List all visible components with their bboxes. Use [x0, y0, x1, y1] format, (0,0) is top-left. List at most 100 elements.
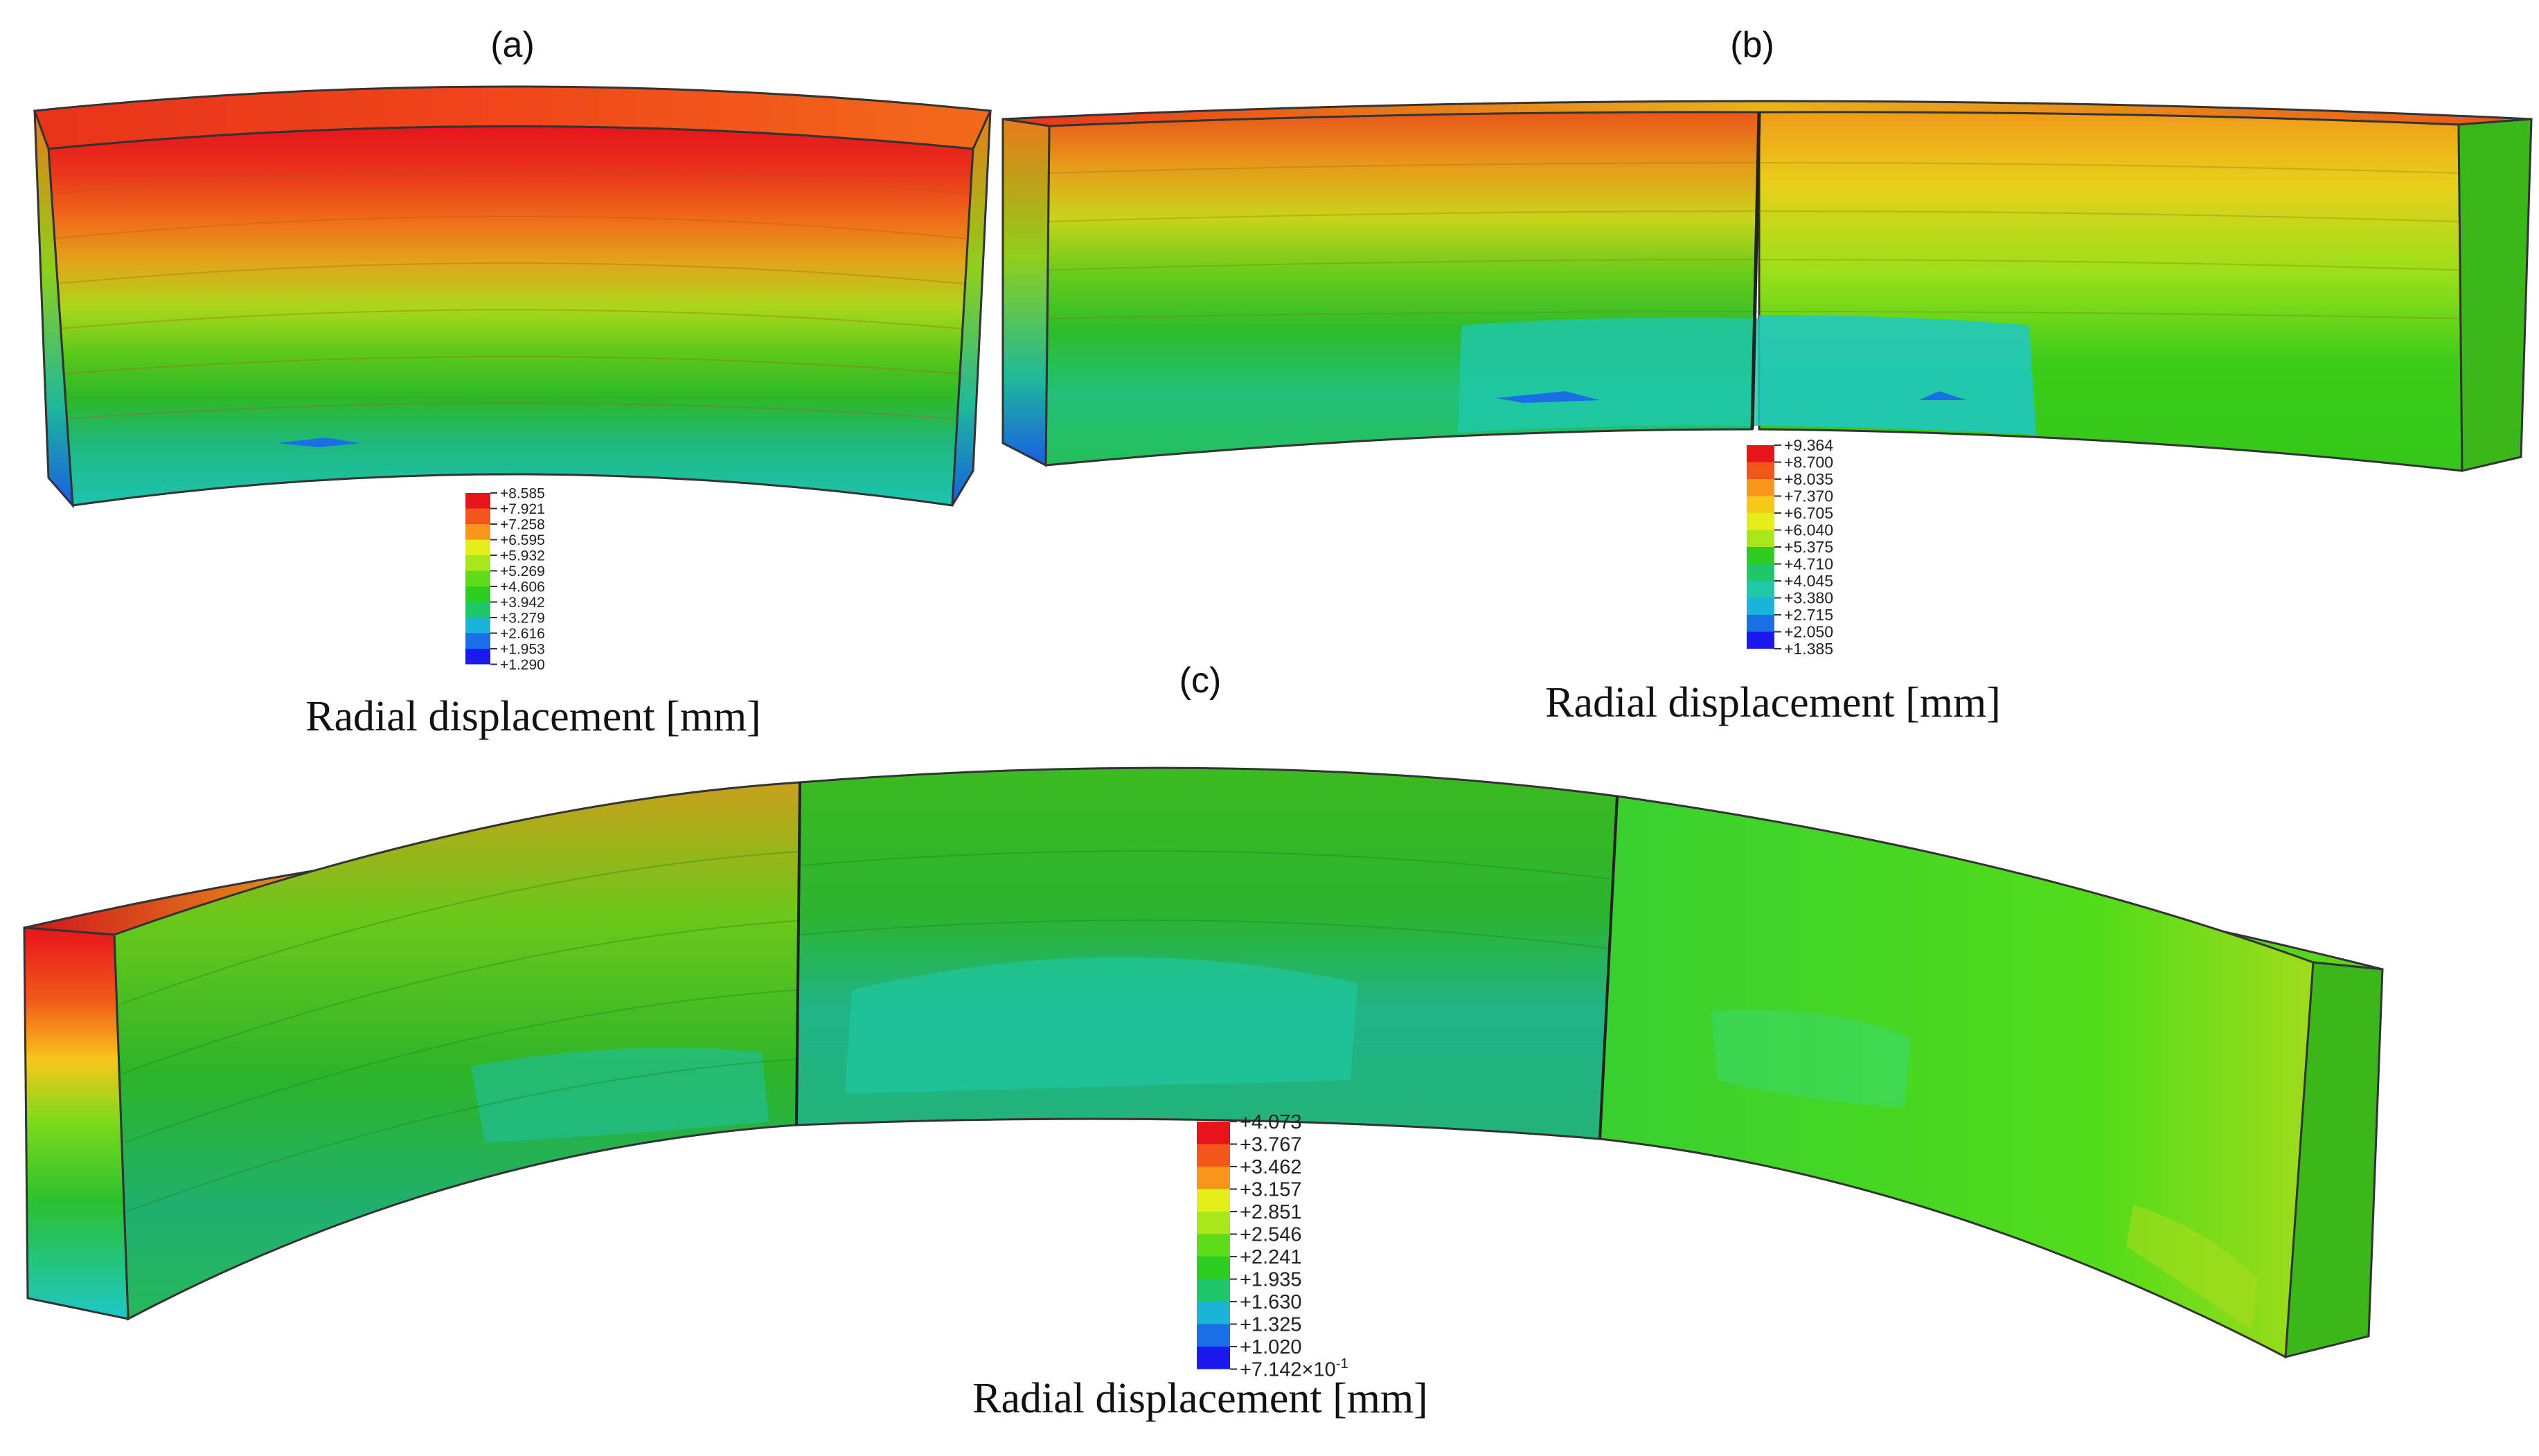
- legend-swatch: [1197, 1167, 1230, 1189]
- legend-value: +1.953: [500, 641, 545, 657]
- legend-swatch: [1747, 496, 1774, 513]
- legend-swatch: [1747, 581, 1774, 598]
- legend-swatch: [1747, 445, 1774, 462]
- panel-a-caption: Radial displacement [mm]: [305, 693, 761, 740]
- panel-b: (b) +9.364+8.700+8.035+7.370+6.705+6.040…: [1001, 25, 2533, 726]
- legend-swatch: [465, 602, 490, 618]
- legend-swatch: [1197, 1279, 1230, 1302]
- legend-value: +5.269: [500, 564, 545, 579]
- panel-c-low-region-middle: [845, 957, 1357, 1094]
- legend-value: +5.375: [1784, 538, 1833, 556]
- legend-swatch: [465, 493, 490, 509]
- legend-swatch: [1197, 1302, 1230, 1324]
- legend-value: +7.258: [500, 516, 545, 532]
- panel-b-caption: Radial displacement [mm]: [1545, 679, 2001, 726]
- legend-swatch: [1197, 1347, 1230, 1369]
- panel-c-high-region-right: [2126, 1205, 2258, 1329]
- legend-swatch: [465, 649, 490, 665]
- legend-swatch: [1197, 1189, 1230, 1212]
- legend-value: +2.546: [1240, 1224, 1302, 1246]
- legend-value: +6.595: [500, 532, 545, 548]
- legend-value: +4.045: [1784, 572, 1833, 590]
- panel-b-label: (b): [1730, 25, 1774, 65]
- legend-swatch: [1747, 530, 1774, 547]
- legend-swatch: [1747, 597, 1774, 615]
- legend-swatch: [465, 539, 490, 555]
- legend-exponent: -1: [1336, 1356, 1348, 1372]
- legend-value: +3.380: [1784, 589, 1833, 607]
- panel-c-label: (c): [1179, 660, 1222, 701]
- panel-b-low-spot-right: [1918, 391, 1967, 400]
- legend-value: +1.935: [1240, 1269, 1302, 1291]
- panel-b-left-face: [1001, 118, 1051, 467]
- legend-value: +6.705: [1784, 504, 1833, 522]
- legend-value: +1.020: [1240, 1336, 1302, 1358]
- panel-a-left-face: [33, 110, 74, 509]
- legend-swatch: [1197, 1234, 1230, 1257]
- legend-swatch: [465, 570, 490, 586]
- legend-value: +4.606: [500, 579, 545, 595]
- legend-value: +1.325: [1240, 1314, 1302, 1336]
- panel-c-left-face: [23, 926, 130, 1320]
- panel-b-legend: +9.364+8.700+8.035+7.370+6.705+6.040+5.3…: [1747, 436, 1833, 658]
- legend-swatch: [1747, 547, 1774, 564]
- panel-b-low-region-left: [1458, 317, 1759, 433]
- legend-value: +3.767: [1240, 1134, 1302, 1156]
- legend-value: +1.385: [1784, 640, 1833, 658]
- panel-c-right-face: [2284, 961, 2384, 1358]
- legend-value: +3.462: [1240, 1156, 1302, 1178]
- panel-c-joint-2: [1598, 796, 1619, 1140]
- legend-value: +8.700: [1784, 453, 1833, 471]
- legend-value: +6.040: [1784, 521, 1833, 539]
- panel-b-low-region-right: [1759, 315, 2036, 435]
- legend-value: +2.050: [1784, 623, 1833, 641]
- legend-value: +3.279: [500, 610, 545, 626]
- legend-swatch: [1747, 631, 1774, 649]
- legend-swatch: [1197, 1257, 1230, 1279]
- panel-c-contour-lines: [121, 850, 1614, 1212]
- panel-c-caption: Radial displacement [mm]: [972, 1375, 1428, 1422]
- legend-swatch: [465, 586, 490, 602]
- legend-value: +3.157: [1240, 1179, 1302, 1201]
- panel-b-contour-lines: [1049, 162, 2459, 319]
- panel-b-segment-joint: [1750, 111, 1761, 430]
- legend-value: +2.851: [1240, 1201, 1302, 1223]
- legend-value: +4.073: [1240, 1111, 1302, 1133]
- panel-b-low-spot-left: [1496, 391, 1600, 403]
- panel-a-legend: +8.585+7.921+7.258+6.595+5.932+5.269+4.6…: [465, 485, 545, 673]
- legend-swatch: [1197, 1324, 1230, 1347]
- legend-swatch: [1747, 462, 1774, 479]
- panel-a-label: (a): [490, 25, 535, 65]
- legend-value: +8.585: [500, 485, 545, 501]
- legend-value: +2.715: [1784, 606, 1833, 624]
- legend-value: +9.364: [1784, 436, 1833, 454]
- legend-swatch: [465, 555, 490, 571]
- legend-value: +7.142×10-1: [1240, 1356, 1348, 1381]
- legend-value: +7.921: [500, 501, 545, 517]
- legend-value: +8.035: [1784, 470, 1833, 488]
- panel-c-legend: +4.073+3.767+3.462+3.157+2.851+2.546+2.2…: [1197, 1111, 1348, 1381]
- legend-value: +5.932: [500, 548, 545, 564]
- legend-value: +2.241: [1240, 1246, 1302, 1268]
- panel-c-low-region-right: [1711, 1009, 1912, 1108]
- panel-c-joint-1: [795, 782, 801, 1126]
- legend-swatch: [1747, 615, 1774, 632]
- panel-c-low-region-left: [471, 1048, 769, 1142]
- legend-swatch: [1197, 1122, 1230, 1144]
- legend-swatch: [1747, 479, 1774, 496]
- legend-value: +2.616: [500, 626, 545, 642]
- legend-swatch: [465, 524, 490, 540]
- panel-a-right-face: [951, 110, 992, 506]
- panel-a: (a) +8.585+7.921+7.258+6.595+5.932+5.269…: [33, 25, 992, 740]
- panel-c: (c) +4.073+3.767+3.462+3.15: [23, 660, 2384, 1422]
- legend-value: +4.710: [1784, 555, 1833, 573]
- legend-swatch: [1197, 1212, 1230, 1234]
- panel-a-front-face: [47, 125, 974, 507]
- legend-swatch: [465, 618, 490, 633]
- legend-swatch: [1747, 564, 1774, 581]
- legend-swatch: [465, 508, 490, 524]
- legend-value: +1.290: [500, 657, 545, 673]
- panel-b-right-face: [2457, 118, 2533, 472]
- legend-swatch: [1747, 513, 1774, 530]
